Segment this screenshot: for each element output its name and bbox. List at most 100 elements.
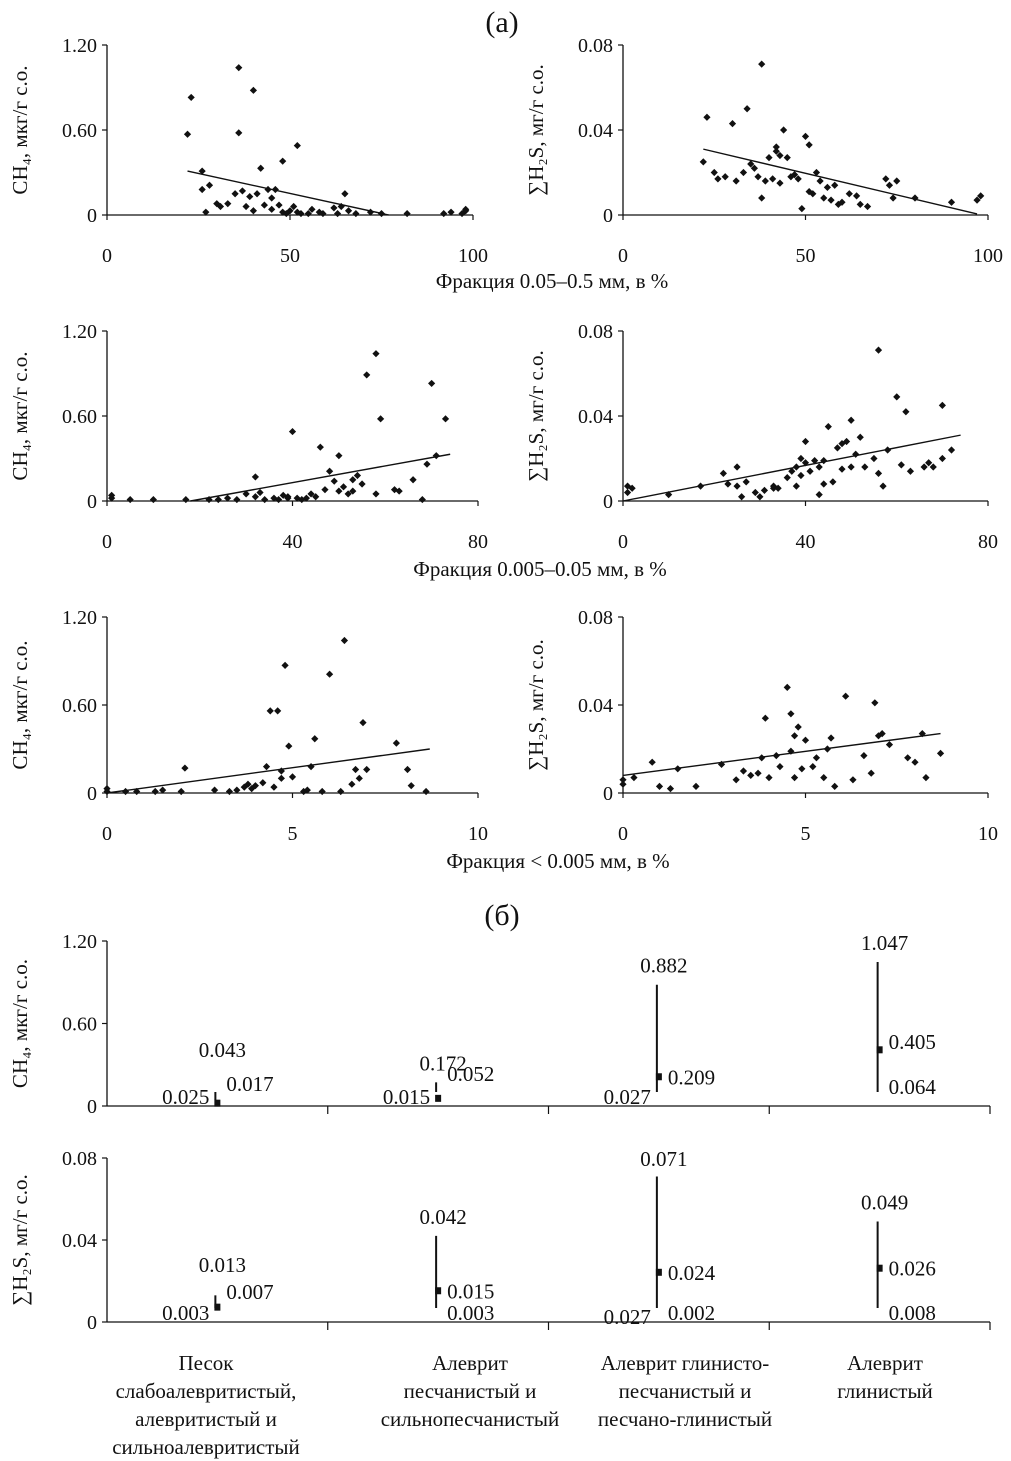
data-point (423, 460, 431, 468)
min-label: 0.003 (162, 1301, 209, 1325)
data-point (149, 495, 157, 504)
data-point (902, 408, 910, 416)
y-tick-label: 0 (87, 1096, 97, 1118)
y-tick-label: 0.04 (578, 695, 613, 717)
data-point (341, 190, 349, 198)
data-point (853, 192, 861, 200)
data-point (238, 187, 247, 195)
data-point (337, 787, 345, 796)
data-point (783, 154, 791, 162)
data-point (666, 785, 675, 793)
y-tick-label: 0.04 (62, 1230, 97, 1252)
data-point (648, 758, 656, 766)
data-point (885, 741, 894, 749)
data-point (936, 749, 945, 757)
data-point (867, 769, 875, 777)
data-point (820, 457, 828, 465)
data-point (246, 192, 254, 201)
data-point (462, 205, 470, 213)
data-point (403, 209, 411, 218)
data-point (302, 494, 311, 502)
data-point (266, 707, 274, 715)
data-point (233, 495, 241, 504)
data-point (801, 132, 810, 140)
category-label-line: песчано-глинистый (598, 1407, 772, 1431)
data-point (316, 443, 324, 451)
trend-line (703, 148, 978, 215)
y-tick-label: 1.20 (62, 321, 97, 343)
data-point (760, 486, 769, 494)
xlabel-frac3: Фракция < 0.005 мм, в % (446, 849, 669, 873)
data-point (326, 670, 334, 678)
min-label: 0.003 (447, 1301, 494, 1325)
x-tick-label: 0 (102, 531, 112, 553)
data-point (719, 469, 727, 477)
data-point (947, 198, 956, 206)
data-point (938, 454, 946, 463)
x-tick-label: 0 (618, 531, 628, 553)
min-label: 0.002 (668, 1301, 715, 1325)
data-point (805, 141, 813, 149)
data-point (878, 730, 886, 738)
x-tick-label: 10 (978, 823, 998, 845)
data-point (738, 493, 746, 501)
x-tick-label: 50 (796, 245, 816, 267)
data-point (703, 113, 711, 121)
y-axis-label: CH₄, мкг/г с.о. (8, 959, 32, 1088)
data-point (776, 179, 784, 187)
data-point (281, 661, 289, 669)
data-point (619, 780, 627, 788)
data-point (277, 774, 285, 782)
data-point (879, 482, 887, 490)
min-label: 0.027 (604, 1085, 651, 1109)
data-point (794, 723, 802, 731)
data-point (181, 764, 189, 772)
data-point (271, 185, 279, 194)
data-point (792, 482, 800, 490)
data-point (407, 782, 415, 790)
data-point (270, 494, 278, 502)
x-tick-label: 40 (796, 531, 816, 553)
data-point (765, 154, 773, 162)
data-point (758, 60, 766, 68)
category-label-line: сильноалевритистый (112, 1435, 300, 1459)
data-point (216, 202, 225, 211)
data-point (202, 208, 210, 216)
data-point (264, 185, 272, 194)
x-tick-label: 10 (468, 823, 488, 845)
data-point (418, 495, 426, 504)
max-label: 0.013 (199, 1253, 246, 1277)
data-point (893, 393, 901, 401)
data-point (922, 774, 930, 782)
data-point (205, 495, 213, 504)
x-tick-label: 5 (801, 823, 811, 845)
data-point (871, 699, 879, 707)
data-point (304, 209, 312, 218)
data-point (279, 157, 287, 165)
max-label: 0.071 (640, 1147, 687, 1171)
data-point (906, 467, 915, 475)
data-point (198, 167, 206, 175)
mean-label: 0.405 (889, 1030, 936, 1054)
data-point (279, 491, 287, 499)
y-axis-label: ∑H₂S, мг/г с.о. (524, 350, 548, 482)
data-point (806, 467, 814, 475)
data-point (798, 205, 806, 213)
x-tick-label: 80 (468, 531, 488, 553)
data-point (103, 787, 111, 796)
data-point (761, 714, 769, 722)
data-point (655, 782, 664, 790)
data-point (440, 209, 448, 218)
y-tick-label: 0 (603, 491, 613, 513)
x-tick-label: 0 (618, 245, 628, 267)
data-point (352, 209, 360, 218)
data-point (274, 707, 282, 715)
data-point (240, 783, 248, 791)
range-chart-h2s: 00.040.08∑H₂S, мг/г с.о. 0.0130.0070.0030… (8, 1147, 991, 1334)
data-point (177, 787, 185, 796)
data-point (733, 463, 741, 471)
panel-b-label: (б) (484, 899, 519, 932)
data-point (315, 208, 323, 216)
xlabel-frac2: Фракция 0.005–0.05 мм, в % (413, 557, 667, 581)
mean-marker (655, 1073, 662, 1081)
